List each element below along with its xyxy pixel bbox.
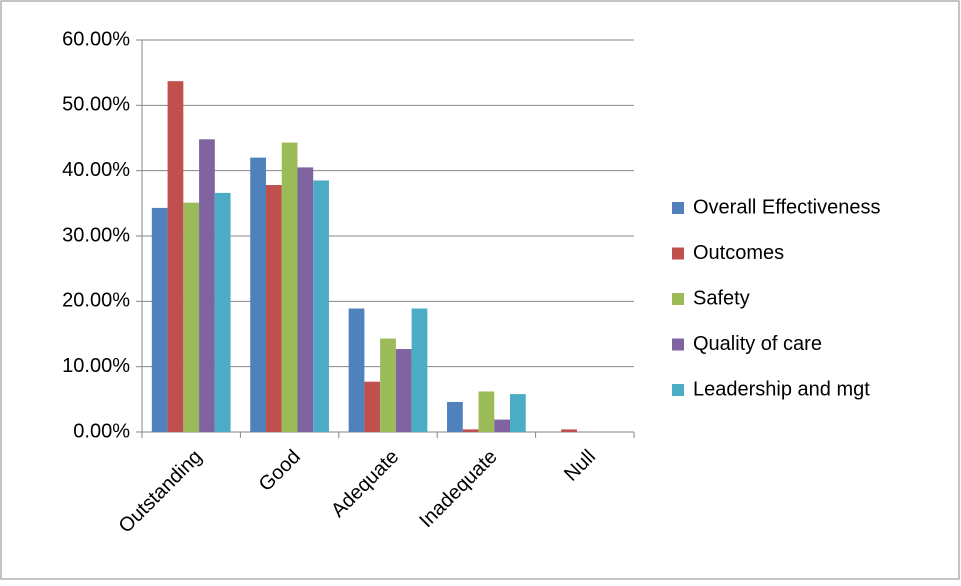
legend-swatch (672, 384, 684, 396)
legend-label: Safety (693, 287, 750, 309)
bar (214, 192, 231, 432)
bar (510, 394, 526, 432)
bar (348, 308, 365, 432)
bar (447, 401, 463, 432)
bar (411, 308, 428, 432)
bar (462, 429, 479, 432)
bar (313, 180, 329, 432)
bar (199, 139, 215, 432)
legend-label: Overall Effectiveness (693, 196, 881, 218)
y-tick-label: 40.00% (62, 159, 130, 181)
bar (281, 142, 298, 432)
y-tick-label: 60.00% (62, 28, 130, 50)
bar (395, 349, 412, 432)
legend-swatch (672, 247, 684, 260)
bar (380, 338, 396, 432)
legend-label: Quality of care (693, 333, 822, 355)
bar (478, 391, 495, 432)
bar (297, 167, 314, 432)
bar (151, 207, 168, 432)
y-tick-label: 20.00% (62, 290, 130, 312)
bar (250, 157, 266, 432)
bar (265, 185, 282, 432)
y-tick-label: 10.00% (62, 355, 130, 377)
legend-swatch (672, 338, 684, 351)
legend-label: Leadership and mgt (693, 378, 870, 400)
legend-swatch (672, 293, 684, 305)
legend-label: Outcomes (693, 242, 784, 264)
bar (183, 202, 200, 432)
y-tick-label: 0.00% (73, 420, 130, 442)
legend-swatch (672, 202, 684, 214)
bar (364, 381, 381, 432)
bar (561, 429, 577, 432)
y-tick-label: 30.00% (62, 224, 130, 246)
y-tick-label: 50.00% (62, 94, 130, 116)
bar (167, 81, 184, 432)
bar (494, 419, 511, 432)
